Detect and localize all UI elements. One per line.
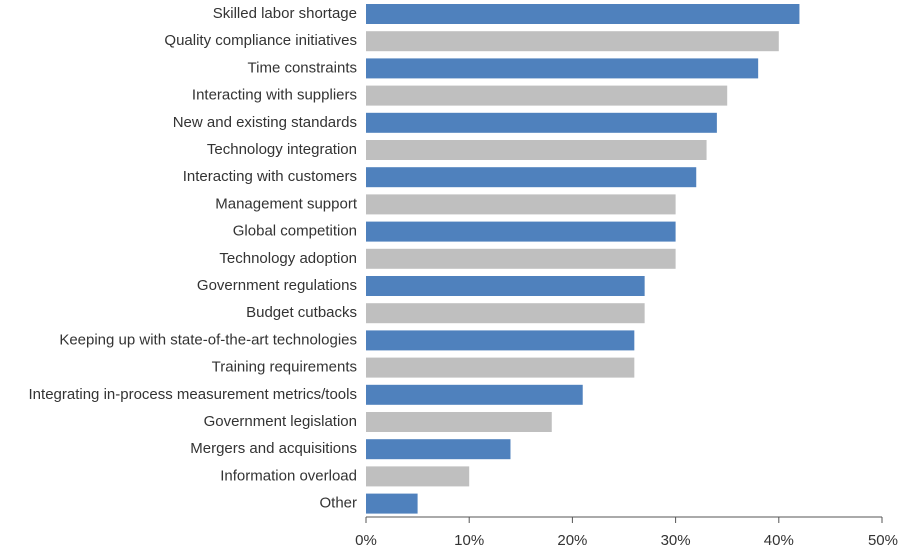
bar: [366, 85, 728, 106]
category-labels: Skilled labor shortage Quality compliance…: [29, 5, 358, 512]
bar: [366, 330, 635, 351]
bar: [366, 357, 635, 378]
bar: [366, 384, 583, 405]
category-label: Global competition: [233, 223, 357, 240]
category-label: Management support: [215, 195, 358, 212]
x-tick-label: 30%: [661, 532, 691, 549]
category-label: Technology adoption: [219, 250, 357, 267]
category-label: Time constraints: [248, 59, 357, 76]
bar: [366, 194, 676, 215]
bar: [366, 221, 676, 242]
category-label: Quality compliance initiatives: [164, 32, 357, 49]
category-label: Other: [319, 495, 357, 512]
category-label: Interacting with customers: [183, 168, 357, 185]
x-axis-ticks: 0% 10% 20% 30% 40% 50%: [355, 517, 898, 549]
category-label: Budget cutbacks: [246, 304, 357, 321]
x-tick-label: 20%: [557, 532, 587, 549]
bar: [366, 167, 697, 188]
bar: [366, 303, 645, 324]
category-label: Information overload: [220, 467, 357, 484]
category-label: Technology integration: [207, 141, 357, 158]
category-label: Skilled labor shortage: [213, 5, 357, 22]
category-label: Government regulations: [197, 277, 357, 294]
category-label: Training requirements: [212, 359, 357, 376]
bar: [366, 4, 800, 24]
category-label: Interacting with suppliers: [192, 87, 357, 104]
bars: [366, 4, 800, 514]
bar: [366, 58, 759, 79]
category-label: Mergers and acquisitions: [190, 440, 357, 457]
bar: [366, 31, 779, 52]
x-tick-label: 10%: [454, 532, 484, 549]
x-tick-label: 0%: [355, 532, 377, 549]
category-label: Integrating in-process measurement metri…: [29, 386, 357, 403]
bar: [366, 248, 676, 269]
bar: [366, 276, 645, 296]
x-tick-label: 50%: [868, 532, 898, 549]
bar: [366, 493, 418, 514]
bar: [366, 439, 511, 460]
category-label: New and existing standards: [173, 114, 357, 131]
bar: [366, 140, 707, 160]
category-label: Government legislation: [204, 413, 357, 430]
bar: [366, 466, 470, 487]
x-tick-label: 40%: [764, 532, 794, 549]
bar: [366, 412, 552, 432]
bar: [366, 112, 717, 133]
category-label: Keeping up with state-of-the-art technol…: [59, 331, 357, 348]
